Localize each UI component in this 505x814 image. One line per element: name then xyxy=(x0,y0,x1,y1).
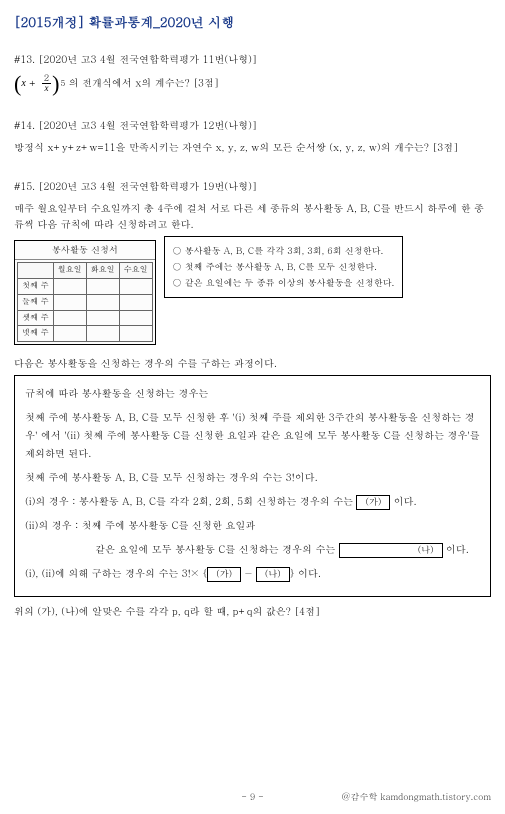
footer-credit: @감수학 kamdongmath.tistory.com xyxy=(341,790,491,804)
exponent: 5 xyxy=(60,77,65,91)
box-text: (i)의 경우 : 봉사활동 A, B, C를 각각 2회, 2회, 5회 신청… xyxy=(25,494,356,508)
blank-ga: (가) xyxy=(207,567,241,582)
problem-15-header: #15. [2020년 고3 4월 전국연합학력평가 19번(나형)] xyxy=(14,178,491,194)
table-header: 수요일 xyxy=(119,263,152,279)
table-row-label: 첫째 주 xyxy=(18,278,54,294)
plus-sign: + xyxy=(26,75,41,92)
application-form-title: 봉사활동 신청서 xyxy=(15,241,155,260)
table-header: 월요일 xyxy=(53,263,86,279)
box-text: (i), (ii)에 의해 구하는 경우의 수는 3!× xyxy=(25,566,199,580)
box-line: 같은 요일에 모두 봉사활동 C를 신청하는 경우의 수는 (나) 이다. xyxy=(25,540,480,558)
box-line: (i)의 경우 : 봉사활동 A, B, C를 각각 2회, 2회, 5회 신청… xyxy=(25,492,480,510)
schedule-and-rules-row: 봉사활동 신청서 월요일 화요일 수요일 첫째 주 둘째 주 셋째 주 넷째 주… xyxy=(14,236,491,351)
box-text: 이다. xyxy=(298,566,321,580)
box-text: 같은 요일에 모두 봉사활동 C를 신청하는 경우의 수는 xyxy=(95,542,339,556)
rule-item: ○ 첫째 주에는 봉사활동 A, B, C를 모두 신청한다. xyxy=(173,259,395,275)
problem-15-intro: 매주 월요일부터 수요일까지 총 4주에 걸쳐 서로 다른 세 종류의 봉사활동… xyxy=(14,200,491,232)
table-header xyxy=(18,263,54,279)
problem-14-header: #14. [2020년 고3 4월 전국연합학력평가 12번(나형)] xyxy=(14,117,491,133)
box-line: (ii)의 경우 : 첫째 주에 봉사활동 C를 신청한 요일과 xyxy=(25,516,480,534)
problem-14: #14. [2020년 고3 4월 전국연합학력평가 12번(나형)] 방정식 … xyxy=(14,117,491,156)
solution-box: 규칙에 따라 봉사활동을 신청하는 경우는 첫째 주에 봉사활동 A, B, C… xyxy=(14,375,491,597)
problem-13-text: 의 전개식에서 x의 계수는? [3점] xyxy=(69,75,219,89)
problem-14-body: 방정식 x+y+z+w=11을 만족시키는 자연수 x, y, z, w의 모든… xyxy=(14,139,491,156)
page-number: - 9 - xyxy=(241,790,264,804)
rule-item: ○ 같은 요일에는 두 종류 이상의 봉사활동을 신청한다. xyxy=(173,275,395,291)
box-text: − xyxy=(244,566,255,580)
table-header: 화요일 xyxy=(86,263,119,279)
table-row-label: 넷째 주 xyxy=(18,326,54,342)
box-text: 이다. xyxy=(446,542,469,556)
blank-na: (나) xyxy=(339,543,443,558)
box-line: 첫째 주에 봉사활동 A, B, C를 모두 신청한 후 '(i) 첫째 주를 … xyxy=(25,408,480,462)
blank-na: (나) xyxy=(256,567,290,582)
application-form: 봉사활동 신청서 월요일 화요일 수요일 첫째 주 둘째 주 셋째 주 넷째 주 xyxy=(14,240,156,345)
blank-ga: (가) xyxy=(356,495,390,510)
fraction-denominator: x xyxy=(42,84,50,94)
schedule-table: 월요일 화요일 수요일 첫째 주 둘째 주 셋째 주 넷째 주 xyxy=(17,262,153,342)
box-line: 첫째 주에 봉사활동 A, B, C를 모두 신청하는 경우의 수는 3!이다. xyxy=(25,468,480,486)
problem-13: #13. [2020년 고3 4월 전국연합학력평가 11번(나형)] ( x … xyxy=(14,51,491,95)
problem-15-tail: 위의 (가), (나)에 알맞은 수를 각각 p, q라 할 때, p+q의 값… xyxy=(14,603,491,619)
table-row-label: 셋째 주 xyxy=(18,310,54,326)
box-line: (i), (ii)에 의해 구하는 경우의 수는 3!× {(가) − (나)}… xyxy=(25,564,480,582)
right-paren: ) xyxy=(52,73,59,95)
problem-15-midline: 다음은 봉사활동을 신청하는 경우의 수를 구하는 과정이다. xyxy=(14,355,491,371)
problem-13-header: #13. [2020년 고3 4월 전국연합학력평가 11번(나형)] xyxy=(14,51,491,67)
box-text: 이다. xyxy=(394,494,417,508)
page-title: [2015개정] 확률과통계_2020년 시행 xyxy=(14,12,491,33)
rules-box: ○ 봉사활동 A, B, C를 각각 3회, 3회, 6회 신청한다. ○ 첫째… xyxy=(164,236,404,299)
table-row-label: 둘째 주 xyxy=(18,294,54,310)
rule-item: ○ 봉사활동 A, B, C를 각각 3회, 3회, 6회 신청한다. xyxy=(173,243,395,259)
page-footer: - 9 - @감수학 kamdongmath.tistory.com xyxy=(0,790,505,804)
problem-15: #15. [2020년 고3 4월 전국연합학력평가 19번(나형)] 매주 월… xyxy=(14,178,491,619)
box-line: 규칙에 따라 봉사활동을 신청하는 경우는 xyxy=(25,384,480,402)
math-expression: ( x + 2 x ) 5 xyxy=(14,73,65,95)
problem-13-body: ( x + 2 x ) 5 의 전개식에서 x의 계수는? [3점] xyxy=(14,73,491,95)
fraction: 2 x xyxy=(42,73,51,94)
